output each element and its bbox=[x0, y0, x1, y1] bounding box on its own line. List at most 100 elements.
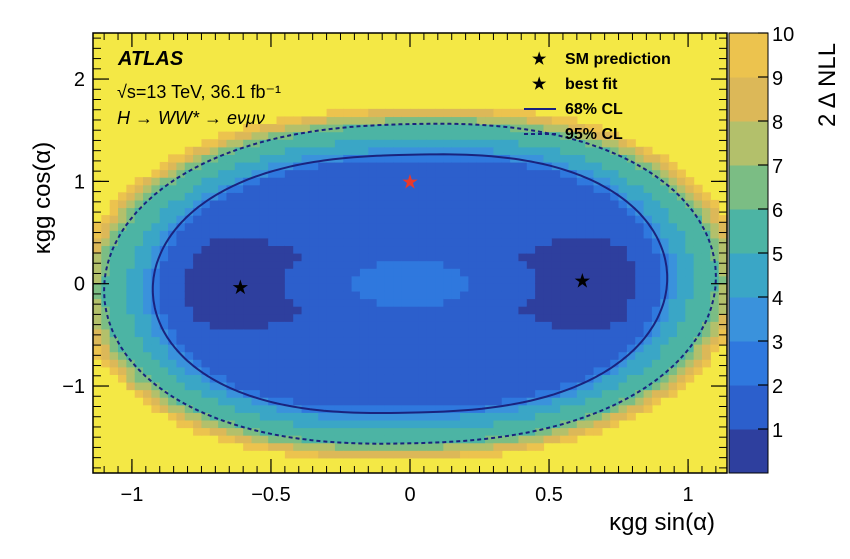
heatmap-cell bbox=[485, 290, 495, 300]
heatmap-cell bbox=[468, 381, 478, 391]
heatmap-cell bbox=[485, 161, 495, 171]
heatmap-cell bbox=[576, 381, 586, 391]
heatmap-cell bbox=[426, 442, 436, 451]
heatmap-cell bbox=[134, 321, 144, 330]
heatmap-cell bbox=[443, 442, 453, 451]
heatmap-cell bbox=[476, 412, 486, 421]
contour-lines bbox=[103, 122, 717, 445]
heatmap-cell bbox=[251, 260, 261, 269]
heatmap-cell bbox=[676, 253, 686, 262]
heatmap-cell bbox=[451, 253, 461, 262]
heatmap-cell bbox=[485, 442, 495, 451]
heatmap-cell bbox=[518, 139, 528, 148]
heatmap-cell bbox=[676, 381, 686, 391]
heatmap-cell bbox=[218, 268, 228, 277]
heatmap-cell bbox=[576, 154, 586, 163]
heatmap-cell bbox=[635, 268, 645, 277]
heatmap-cell bbox=[501, 161, 511, 171]
heatmap-cell bbox=[451, 192, 461, 201]
heatmap-cell bbox=[276, 237, 286, 247]
heatmap-cell bbox=[510, 237, 520, 247]
heatmap-cell bbox=[451, 161, 461, 171]
heatmap-cell bbox=[234, 199, 244, 209]
heatmap-cell bbox=[301, 177, 311, 186]
heatmap-cell bbox=[293, 298, 303, 307]
heatmap-cell bbox=[510, 359, 520, 368]
heatmap-cell bbox=[568, 161, 578, 171]
heatmap-cell bbox=[543, 366, 553, 375]
heatmap-cell bbox=[626, 139, 636, 148]
heatmap-cell bbox=[693, 336, 703, 345]
heatmap-cell bbox=[518, 260, 528, 269]
heatmap-cell bbox=[568, 344, 578, 353]
heatmap-cell bbox=[143, 344, 152, 353]
heatmap-cell bbox=[351, 146, 361, 155]
heatmap-cell bbox=[326, 290, 336, 300]
heatmap-cell bbox=[568, 275, 578, 284]
heatmap-cell bbox=[501, 336, 511, 345]
heatmap-cell bbox=[259, 389, 269, 398]
heatmap-cell bbox=[143, 336, 152, 345]
heatmap-cell bbox=[676, 215, 686, 224]
heatmap-cell bbox=[501, 389, 511, 398]
heatmap-cell bbox=[359, 313, 369, 322]
heatmap-cell bbox=[626, 184, 636, 193]
heatmap-cell bbox=[384, 207, 394, 216]
heatmap-cell bbox=[435, 215, 444, 224]
heatmap-cell bbox=[276, 184, 286, 193]
heatmap-cell bbox=[660, 177, 670, 186]
heatmap-cell bbox=[460, 290, 469, 300]
heatmap-cell bbox=[268, 184, 278, 193]
heatmap-cell bbox=[309, 116, 319, 125]
heatmap-cell bbox=[693, 230, 703, 239]
heatmap-cell bbox=[501, 169, 511, 178]
heatmap-cell bbox=[376, 359, 386, 368]
heatmap-cell bbox=[159, 184, 169, 193]
heatmap-cell bbox=[309, 290, 319, 300]
heatmap-cell bbox=[376, 177, 386, 186]
heatmap-cell bbox=[393, 184, 403, 193]
heatmap-cell bbox=[343, 397, 353, 406]
heatmap-cell bbox=[293, 328, 303, 338]
heatmap-cell bbox=[318, 298, 328, 307]
heatmap-cell bbox=[651, 351, 661, 360]
heatmap-cell bbox=[209, 245, 219, 254]
heatmap-cell bbox=[560, 435, 570, 444]
heatmap-cell bbox=[184, 290, 194, 300]
heatmap-cell bbox=[660, 381, 670, 391]
heatmap-cell bbox=[585, 139, 595, 148]
heatmap-cell bbox=[476, 442, 486, 451]
heatmap-cell bbox=[443, 313, 453, 322]
heatmap-cell bbox=[601, 412, 611, 421]
heatmap-cell bbox=[493, 374, 503, 383]
heatmap-cell bbox=[309, 146, 319, 155]
heatmap-cell bbox=[526, 290, 536, 300]
heatmap-cell bbox=[426, 124, 436, 133]
heatmap-cell bbox=[668, 192, 678, 201]
heatmap-cell bbox=[259, 306, 269, 315]
heatmap-cell bbox=[193, 222, 203, 231]
heatmap-cell bbox=[276, 215, 286, 224]
heatmap-cell bbox=[593, 139, 603, 148]
heatmap-cell bbox=[701, 237, 711, 247]
heatmap-cell bbox=[359, 366, 369, 375]
heatmap-cell bbox=[393, 215, 403, 224]
heatmap-cell bbox=[543, 344, 553, 353]
heatmap-cell bbox=[543, 359, 553, 368]
heatmap-cell bbox=[118, 290, 127, 300]
heatmap-cell bbox=[460, 108, 469, 118]
heatmap-cell bbox=[376, 389, 386, 398]
heatmap-cell bbox=[426, 108, 436, 118]
heatmap-cell bbox=[476, 298, 486, 307]
heatmap-cell bbox=[251, 146, 261, 155]
heatmap-cell bbox=[543, 268, 553, 277]
heatmap-cell bbox=[359, 404, 369, 413]
heatmap-cell bbox=[535, 199, 545, 209]
heatmap-cell bbox=[401, 397, 411, 406]
heatmap-cell bbox=[226, 328, 236, 338]
heatmap-cell bbox=[701, 313, 711, 322]
heatmap-cell bbox=[626, 306, 636, 315]
heatmap-cell bbox=[643, 336, 653, 345]
heatmap-cell bbox=[701, 268, 711, 277]
heatmap-cell bbox=[268, 321, 278, 330]
